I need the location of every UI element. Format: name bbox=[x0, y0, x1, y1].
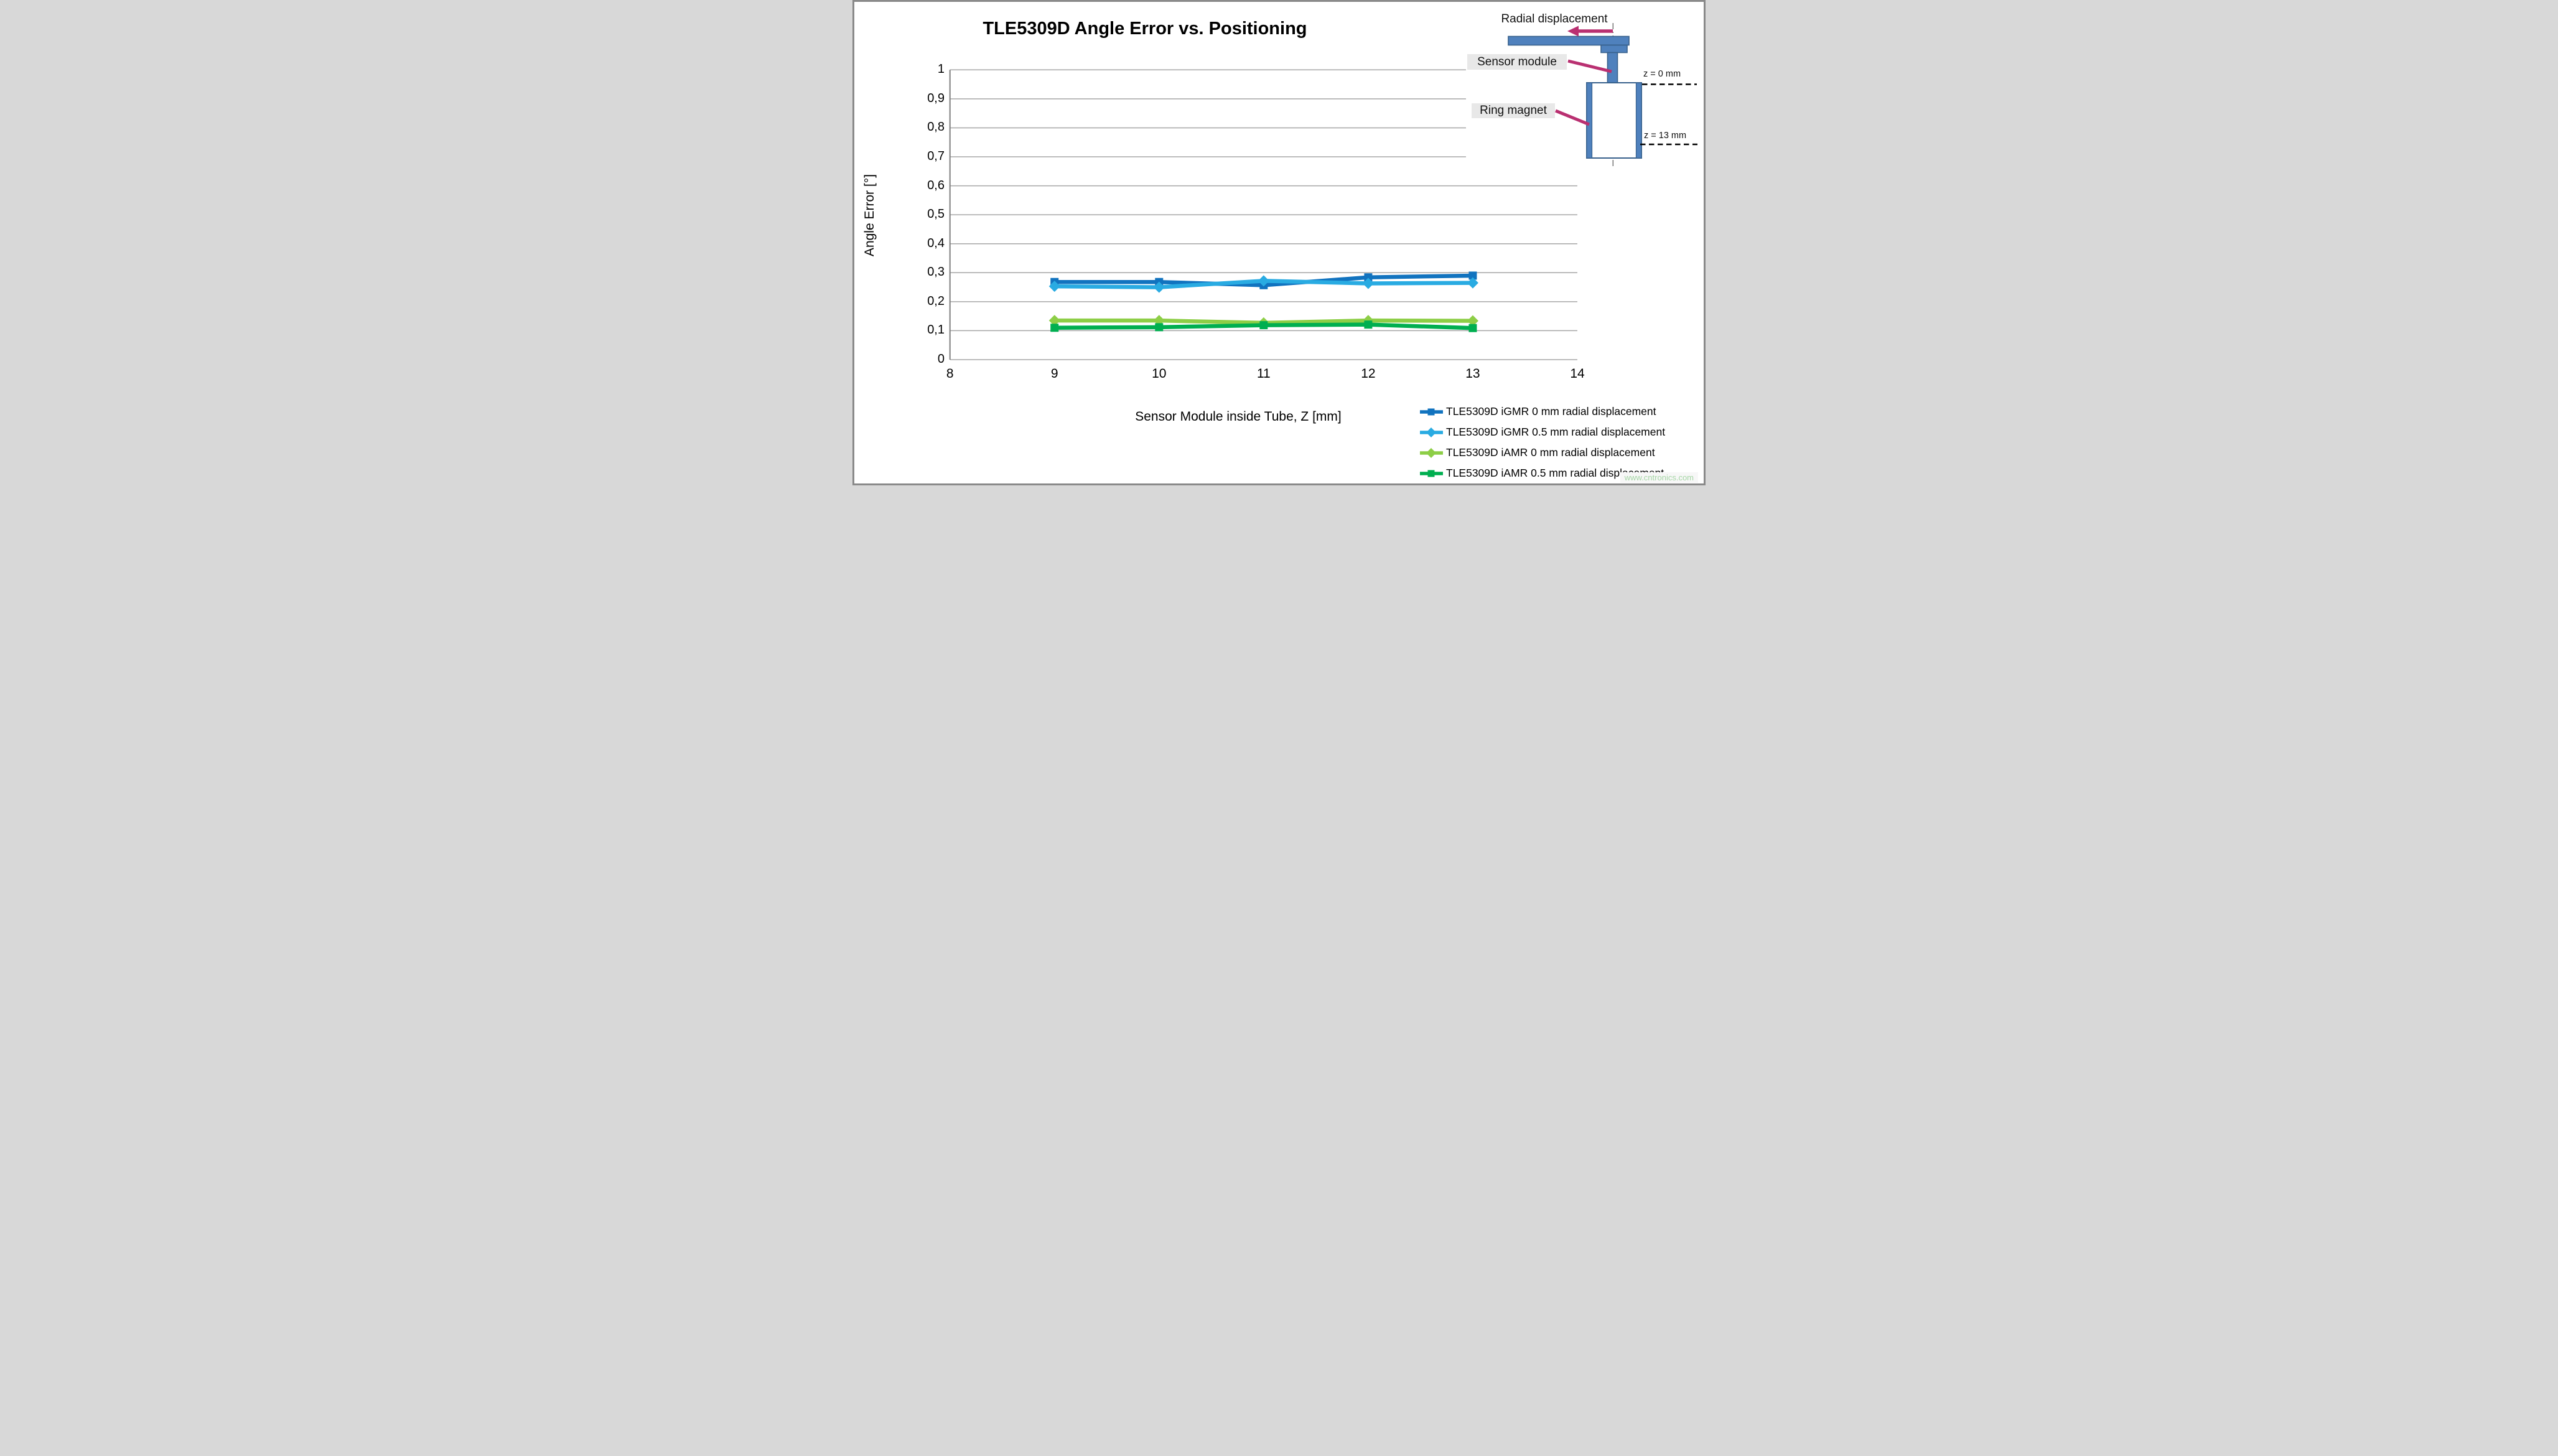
legend-item: TLE5309D iAMR 0.5 mm radial displacement bbox=[1420, 463, 1665, 483]
data-point-marker bbox=[1467, 277, 1478, 289]
inset-sensor-stem bbox=[1607, 52, 1618, 84]
chart-title: TLE5309D Angle Error vs. Positioning bbox=[983, 19, 1307, 39]
x-tick-label: 12 bbox=[1361, 366, 1376, 381]
legend-marker-shape bbox=[1427, 408, 1435, 415]
legend-marker bbox=[1420, 470, 1443, 477]
series-4 bbox=[1050, 320, 1477, 332]
legend-marker bbox=[1420, 408, 1443, 415]
data-point-marker bbox=[1258, 275, 1269, 287]
data-point-marker bbox=[1364, 273, 1373, 282]
inset-arm-bar bbox=[1508, 35, 1630, 46]
x-tick-label: 13 bbox=[1465, 366, 1480, 381]
data-point-marker bbox=[1467, 315, 1478, 327]
x-tick-label: 9 bbox=[1050, 366, 1058, 381]
watermark: www.cntronics.com bbox=[1620, 472, 1698, 483]
chart-page: TLE5309D Angle Error vs. Positioning Ang… bbox=[852, 0, 1706, 485]
y-tick-label: 0,4 bbox=[927, 236, 945, 250]
inset-z13-label: z = 13 mm bbox=[1644, 131, 1687, 141]
x-tick-label: 10 bbox=[1152, 366, 1167, 381]
data-point-marker bbox=[1468, 324, 1477, 332]
legend: TLE5309D iGMR 0 mm radial displacement TL… bbox=[1420, 401, 1665, 483]
inset-background bbox=[1466, 0, 1706, 181]
inset-collar bbox=[1600, 44, 1628, 54]
y-tick-label: 0,7 bbox=[927, 149, 945, 163]
legend-marker-shape bbox=[1427, 470, 1435, 477]
data-point-marker bbox=[1364, 320, 1373, 329]
legend-marker-shape bbox=[1426, 447, 1436, 458]
y-tick-label: 0,3 bbox=[927, 265, 945, 279]
legend-marker bbox=[1420, 427, 1443, 437]
data-point-marker bbox=[1153, 281, 1165, 293]
chart-canvas bbox=[949, 0, 1706, 360]
data-point-marker bbox=[1048, 281, 1060, 292]
series-2 bbox=[1048, 275, 1478, 293]
inset-z0-label: z = 0 mm bbox=[1643, 69, 1681, 79]
x-tick-label: 14 bbox=[1570, 366, 1585, 381]
y-tick-label: 0,6 bbox=[927, 178, 945, 192]
x-axis-title: Sensor Module inside Tube, Z [mm] bbox=[1135, 409, 1342, 424]
data-point-marker bbox=[1468, 271, 1477, 280]
legend-label: TLE5309D iGMR 0 mm radial displacement bbox=[1446, 405, 1656, 418]
y-tick-label: 0,9 bbox=[927, 91, 945, 105]
inset-ring-magnet-body bbox=[1586, 82, 1642, 159]
inset-ring-magnet-left-wall bbox=[1586, 82, 1593, 159]
legend-marker-shape bbox=[1426, 427, 1436, 437]
y-axis-title: Angle Error [°] bbox=[862, 174, 877, 257]
data-point-marker bbox=[1155, 323, 1164, 332]
y-tick-label: 0,2 bbox=[927, 294, 945, 308]
inset-ring-pointer-line bbox=[1555, 109, 1590, 126]
y-tick-label: 0,1 bbox=[927, 323, 945, 337]
legend-item: TLE5309D iAMR 0 mm radial displacement bbox=[1420, 442, 1665, 463]
inset-ring-magnet-right-wall bbox=[1635, 82, 1642, 159]
inset-diagram bbox=[1508, 23, 1697, 166]
data-point-marker bbox=[1050, 324, 1059, 332]
inset-radial-displacement-label: Radial displacement bbox=[1501, 12, 1608, 26]
legend-item: TLE5309D iGMR 0.5 mm radial displacement bbox=[1420, 422, 1665, 442]
legend-label: TLE5309D iGMR 0.5 mm radial displacement bbox=[1446, 426, 1666, 438]
legend-marker bbox=[1420, 447, 1443, 458]
x-tick-label: 8 bbox=[946, 366, 954, 381]
legend-item: TLE5309D iGMR 0 mm radial displacement bbox=[1420, 401, 1665, 422]
data-point-marker bbox=[1048, 315, 1060, 327]
y-tick-label: 1 bbox=[937, 62, 945, 77]
legend-label: TLE5309D iAMR 0 mm radial displacement bbox=[1446, 446, 1655, 459]
inset-ring-magnet-label: Ring magnet bbox=[1472, 103, 1555, 118]
y-tick-label: 0 bbox=[937, 352, 945, 366]
inset-radial-arrow-head bbox=[1567, 26, 1579, 37]
y-tick-label: 0,8 bbox=[927, 120, 945, 134]
y-tick-label: 0,5 bbox=[927, 207, 945, 222]
inset-sensor-module-label: Sensor module bbox=[1467, 54, 1567, 70]
data-point-marker bbox=[1259, 321, 1268, 330]
data-point-marker bbox=[1362, 278, 1374, 289]
legend-label: TLE5309D iAMR 0.5 mm radial displacement bbox=[1446, 467, 1664, 479]
inset-sensor-pointer-line bbox=[1567, 59, 1612, 73]
x-tick-label: 11 bbox=[1256, 366, 1271, 381]
